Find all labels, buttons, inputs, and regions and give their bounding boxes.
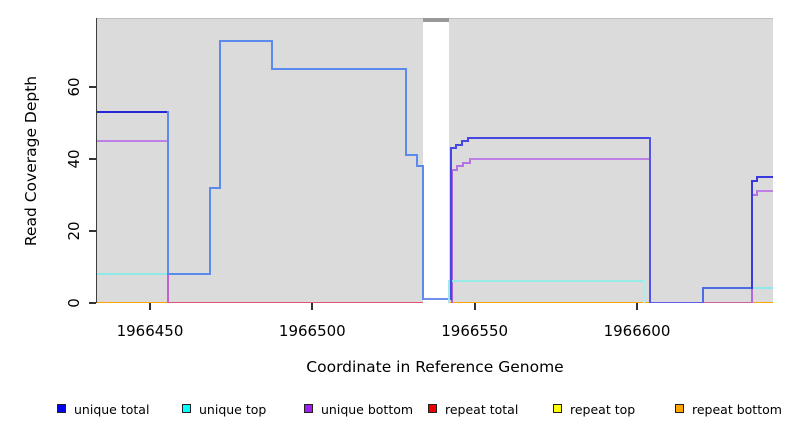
x-tick-label: 1966450 [116, 322, 184, 340]
y-axis-line [95, 18, 97, 303]
coverage-line-segment [468, 158, 471, 164]
coverage-line-segment [642, 280, 645, 303]
coverage-line-segment [97, 111, 168, 114]
coverage-line-segment [756, 190, 773, 193]
no-data-gap-cap [422, 18, 449, 22]
coverage-line-segment [469, 158, 650, 161]
y-tick [89, 158, 96, 161]
legend-label: repeat top [570, 402, 636, 417]
coverage-line-segment [455, 143, 462, 146]
coverage-line-segment [405, 154, 417, 157]
no-data-gap-band [422, 18, 449, 303]
coverage-line-segment [210, 186, 220, 189]
coverage-line-segment [462, 161, 470, 164]
coverage-line-segment [415, 154, 418, 168]
coverage-line-segment [404, 68, 407, 157]
coverage-line-segment [461, 161, 464, 168]
coverage-line-segment [218, 39, 221, 189]
coverage-line-segment [461, 140, 463, 146]
legend-swatch-icon [182, 404, 191, 413]
legend-label: repeat bottom [692, 402, 782, 417]
y-tick [89, 301, 96, 304]
coverage-line-segment [422, 298, 449, 301]
coverage-line-segment [466, 136, 469, 143]
coverage-line-segment [97, 140, 168, 143]
y-axis-title: Read Coverage Depth [22, 75, 40, 246]
coverage-line-segment [701, 287, 704, 303]
x-tick-label: 1966550 [441, 322, 509, 340]
coverage-line-segment [167, 301, 423, 303]
legend-swatch-icon [57, 404, 66, 413]
y-tick-label: 0 [65, 297, 83, 308]
coverage-line-segment [751, 301, 773, 303]
coverage-line-segment [755, 176, 758, 182]
coverage-line-segment [450, 147, 456, 150]
coverage-line-segment [449, 147, 452, 301]
coverage-line-segment [209, 186, 212, 275]
x-tick [473, 303, 476, 310]
coverage-line-segment [457, 165, 463, 168]
coverage-line-segment [649, 301, 703, 303]
coverage-line-segment [702, 287, 752, 290]
coverage-line-segment [462, 140, 468, 143]
y-tick [89, 86, 96, 89]
x-tick [636, 303, 638, 310]
legend-swatch-icon [553, 404, 562, 413]
legend-label: unique top [199, 402, 267, 417]
coverage-line-segment [448, 301, 650, 303]
coverage-line-segment [219, 39, 273, 42]
legend-swatch-icon [675, 404, 684, 413]
coverage-line-segment [448, 280, 451, 303]
x-tick-label: 1966500 [278, 322, 346, 340]
x-tick [311, 303, 314, 310]
coverage-line-segment [751, 179, 757, 182]
coverage-line-segment [97, 272, 168, 275]
y-tick [89, 229, 96, 232]
coverage-line-segment [166, 111, 169, 275]
coverage-line-segment [97, 301, 168, 303]
y-tick-label: 60 [65, 77, 83, 97]
coverage-line-segment [451, 168, 458, 171]
coverage-line-segment [751, 287, 773, 290]
coverage-line-segment [648, 136, 651, 303]
coverage-line-segment [272, 68, 406, 71]
coverage-line-segment [456, 165, 459, 171]
x-tick [149, 303, 151, 310]
coverage-line-segment [756, 176, 773, 179]
legend-label: unique total [74, 402, 150, 417]
x-tick-label: 1966600 [603, 322, 671, 340]
coverage-line-segment [750, 179, 753, 290]
plot-area [97, 18, 773, 303]
coverage-line-segment [271, 39, 274, 71]
legend-label: unique bottom [321, 402, 414, 417]
coverage-line-segment [167, 272, 211, 275]
y-tick-label: 40 [65, 149, 83, 169]
coverage-line-segment [467, 136, 650, 139]
coverage-line-segment [751, 193, 757, 196]
coverage-line-segment [702, 301, 752, 303]
coverage-line-segment [421, 165, 424, 301]
x-axis-title: Coordinate in Reference Genome [306, 358, 564, 376]
legend-swatch-icon [304, 404, 313, 413]
legend-swatch-icon [428, 404, 437, 413]
coverage-line-segment [449, 280, 644, 283]
coverage-line-segment [416, 165, 423, 168]
coverage-line-segment [755, 190, 758, 196]
legend-label: repeat total [445, 402, 519, 417]
coverage-line-segment [454, 143, 457, 150]
y-tick-label: 20 [65, 221, 83, 241]
